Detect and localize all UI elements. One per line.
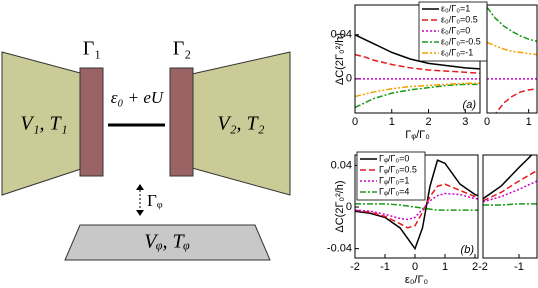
legend-label: ε₀/Γ₀=0.5: [441, 14, 478, 24]
right-barrier: [169, 67, 194, 177]
barrier-left-label: Γ₁: [83, 38, 102, 60]
y-tick-label: 0.04: [331, 29, 352, 41]
dot-level-label: ε₀ + eU: [111, 88, 165, 107]
left-reservoir-label: V₁, T₁: [20, 113, 67, 135]
series-line: [355, 34, 480, 70]
x-tick-label: 0: [484, 116, 490, 128]
x-tick-label: 1: [442, 261, 448, 273]
legend-label: ε₀/Γ₀=1: [441, 3, 470, 13]
probe-label: Vᵩ, Tᵩ: [144, 231, 190, 253]
series-line: [355, 159, 478, 251]
plot-frame: [486, 4, 538, 114]
series-line: [355, 203, 478, 211]
legend-label: ε₀/Γ₀=-0.5: [441, 36, 481, 46]
x-tick-label: -2: [478, 261, 488, 273]
series-group: [355, 159, 478, 251]
series-line: [355, 183, 478, 229]
arrow-head: [136, 210, 144, 216]
series-line: [483, 155, 533, 200]
series-group: [355, 34, 480, 109]
legend-label: Γᵩ/Γ₀=0: [379, 153, 409, 163]
x-tick-label: 2: [425, 116, 431, 128]
legend-label: Γᵩ/Γ₀=1: [379, 175, 409, 185]
y-axis-label: ΔC(2Γ₀²/h): [334, 180, 346, 232]
x-tick-label: 2: [472, 261, 478, 273]
diagram: V₁, T₁ V₂, T₂ Vᵩ, Tᵩ Γ₁ Γ₂ ε₀ + eU Γᵩ: [1, 38, 291, 261]
series-line: [495, 88, 537, 113]
probe-coupling-label: Γᵩ: [147, 191, 163, 210]
y-tick-label: 0: [346, 201, 352, 213]
x-tick-label: -1: [514, 261, 524, 273]
x-axis-label: Γᵩ/Γ₀: [405, 129, 430, 141]
series-line: [483, 169, 537, 202]
y-tick-label: 0.04: [331, 159, 352, 171]
left-barrier: [79, 67, 104, 177]
series-group: [483, 155, 537, 206]
series-line: [483, 203, 537, 206]
barrier-right-label: Γ₂: [173, 38, 192, 60]
probe-reservoir: [64, 224, 271, 261]
legend: Γᵩ/Γ₀=0Γᵩ/Γ₀=0.5Γᵩ/Γ₀=1Γᵩ/Γ₀=4: [356, 151, 426, 201]
series-line: [487, 6, 537, 43]
series-line: [483, 180, 537, 203]
x-tick-label: 3: [462, 116, 468, 128]
charts: 0 1 2 300.04Γᵩ/Γ₀ΔC(2Γ₀²/h)(a)ε₀/Γ₀=1ε₀/Γ₀=…: [327, 1, 538, 286]
legend-label: ε₀/Γ₀=0: [441, 25, 470, 35]
y-tick-label: -0.04: [327, 243, 352, 255]
series-line: [355, 82, 480, 98]
annotation: (a): [463, 99, 477, 111]
chart: 0 1 2 300.04Γᵩ/Γ₀ΔC(2Γ₀²/h)(a)ε₀/Γ₀=1ε₀/Γ₀=…: [331, 1, 488, 141]
y-tick-label: 0: [346, 73, 352, 85]
x-tick-label: -1: [380, 261, 390, 273]
legend-label: ε₀/Γ₀=-1: [441, 47, 473, 57]
chart: -2 -1: [478, 154, 538, 273]
annotation: (b): [461, 244, 475, 256]
chart: -2 -1 0 1 2 -0.04 0 0.04 ε₀/Γ₀ ΔC(2Γ₀²/h) (b) Γᵩ/Γ₀…: [327, 151, 479, 286]
legend: ε₀/Γ₀=1ε₀/Γ₀=0.5ε₀/Γ₀=0ε₀/Γ₀=-0.5ε₀/Γ₀=-…: [418, 1, 488, 62]
legend-label: Γᵩ/Γ₀=0.5: [379, 164, 417, 174]
y-axis-label: ΔC(2Γ₀²/h): [334, 33, 346, 85]
x-axis-label: ε₀/Γ₀: [405, 274, 428, 286]
series-line: [355, 192, 478, 221]
series-group: [487, 6, 537, 113]
series-line: [487, 41, 537, 56]
x-tick-label: -2: [350, 261, 360, 273]
x-tick-label: 1: [389, 116, 395, 128]
x-tick-label: 0: [412, 261, 418, 273]
arrow-head: [136, 184, 144, 190]
x-tick-label: 0: [352, 116, 358, 128]
x-tick-label: 1: [526, 116, 532, 128]
plot-frame: [482, 154, 538, 259]
legend-label: Γᵩ/Γ₀=4: [379, 186, 409, 196]
series-line: [355, 53, 480, 75]
series-line: [355, 83, 480, 109]
right-reservoir-label: V₂, T₂: [217, 113, 264, 135]
